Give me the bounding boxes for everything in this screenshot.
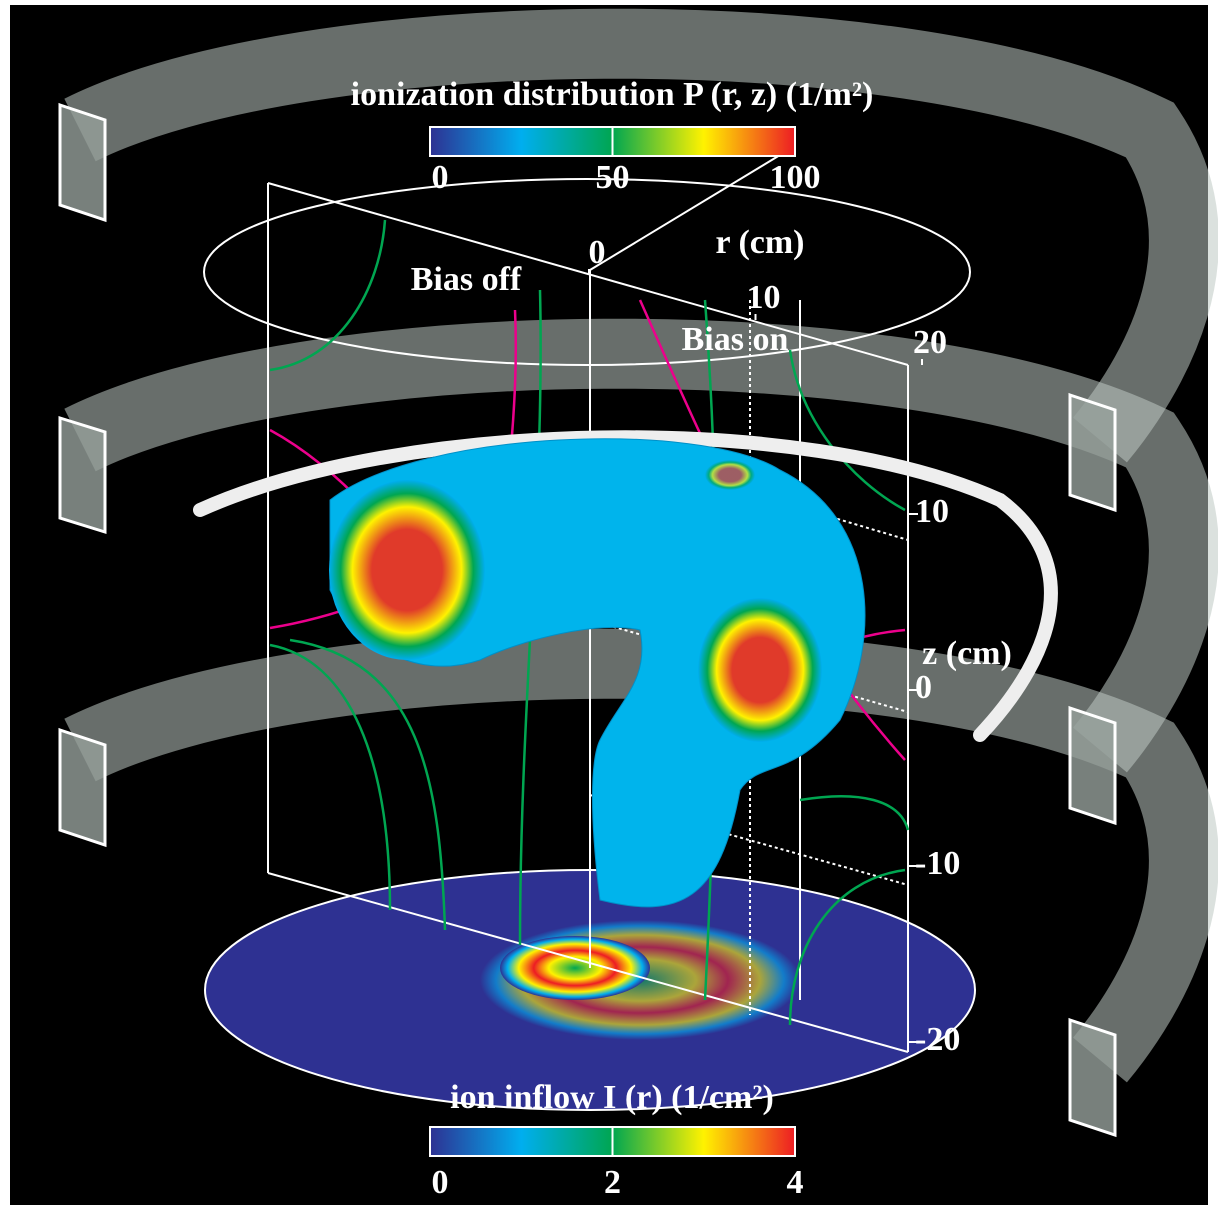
figure: ionization distribution P (r, z) (1/m²) …: [0, 0, 1218, 1211]
colorbar-tick-label: 0: [432, 1164, 449, 1201]
colorbar-tick-label: 50: [596, 159, 630, 196]
z-tick-label: 10: [915, 493, 949, 530]
z-tick-label: -20: [915, 1021, 960, 1058]
annotation: Bias on: [682, 321, 789, 358]
z-tick-label: 0: [915, 669, 932, 706]
axis-label: z (cm): [922, 635, 1012, 672]
ionization-peak-left: [329, 480, 485, 660]
r-tick-label: 20: [913, 324, 947, 361]
z-tick-label: -10: [915, 845, 960, 882]
colorbar-title: ionization distribution P (r, z) (1/m²): [351, 76, 874, 113]
colorbar-tick-label: 0: [432, 159, 449, 196]
ionization-peak-right: [698, 598, 822, 742]
colorbar-tick-label: 100: [770, 159, 821, 196]
annotation: Bias off: [411, 261, 522, 298]
colorbar-title: ion inflow I (r) (1/cm²): [450, 1079, 774, 1116]
inflow-ring: [500, 936, 650, 1000]
r-tick-label: 10: [747, 279, 781, 316]
colorbar-tick-label: 2: [604, 1164, 621, 1201]
axis-label: r (cm): [715, 224, 804, 261]
colorbar-tick-label: 4: [787, 1164, 804, 1201]
ionization-peak-back: [705, 460, 755, 490]
r-tick-label: 0: [589, 234, 606, 271]
